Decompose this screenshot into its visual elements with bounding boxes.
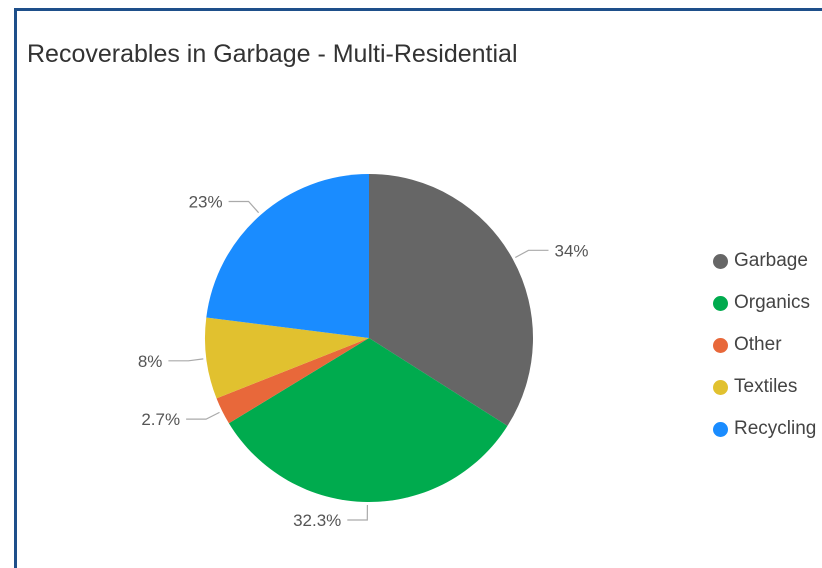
data-label-other: 2.7% [141,410,180,429]
leader-lines [168,200,549,521]
chart-legend: Garbage Organics Other Textiles Recycling [713,240,816,450]
data-labels: 34% 32.3% 2.7% 8% 23% [138,193,589,531]
leader-line-organics [347,504,368,521]
legend-swatch [713,379,728,395]
legend-item-textiles[interactable]: Textiles [713,366,816,408]
legend-swatch [713,421,728,437]
legend-label: Garbage [734,250,808,271]
legend-swatch [713,295,728,311]
chart-title: Recoverables in Garbage - Multi-Resident… [27,40,518,68]
pie-slices [204,174,534,503]
leader-line-recycling [228,200,260,214]
legend-label: Organics [734,292,811,313]
leader-line-other [186,411,220,420]
legend-item-recycling[interactable]: Recycling [713,408,816,450]
pie-slice-organics[interactable] [228,338,508,503]
leader-line-garbage [515,249,549,259]
legend-label: Textiles [734,376,798,397]
pie-slice-other[interactable] [216,338,369,424]
pie-slice-textiles[interactable] [204,317,369,399]
leader-line-textiles [168,358,204,362]
legend-swatch [713,253,728,269]
pie-chart: 34% 32.3% 2.7% 8% 23% [138,174,589,531]
legend-swatch [713,337,728,353]
data-label-textiles: 8% [138,352,163,371]
legend-item-garbage[interactable]: Garbage [713,240,816,282]
pie-slice-garbage[interactable] [369,174,534,426]
legend-label: Other [734,334,782,355]
data-label-recycling: 23% [189,193,223,212]
pie-slice-recycling[interactable] [206,174,369,338]
data-label-garbage: 34% [555,241,589,260]
legend-label: Recycling [734,418,817,439]
legend-item-other[interactable]: Other [713,324,816,366]
data-label-organics: 32.3% [293,511,341,530]
legend-item-organics[interactable]: Organics [713,282,816,324]
